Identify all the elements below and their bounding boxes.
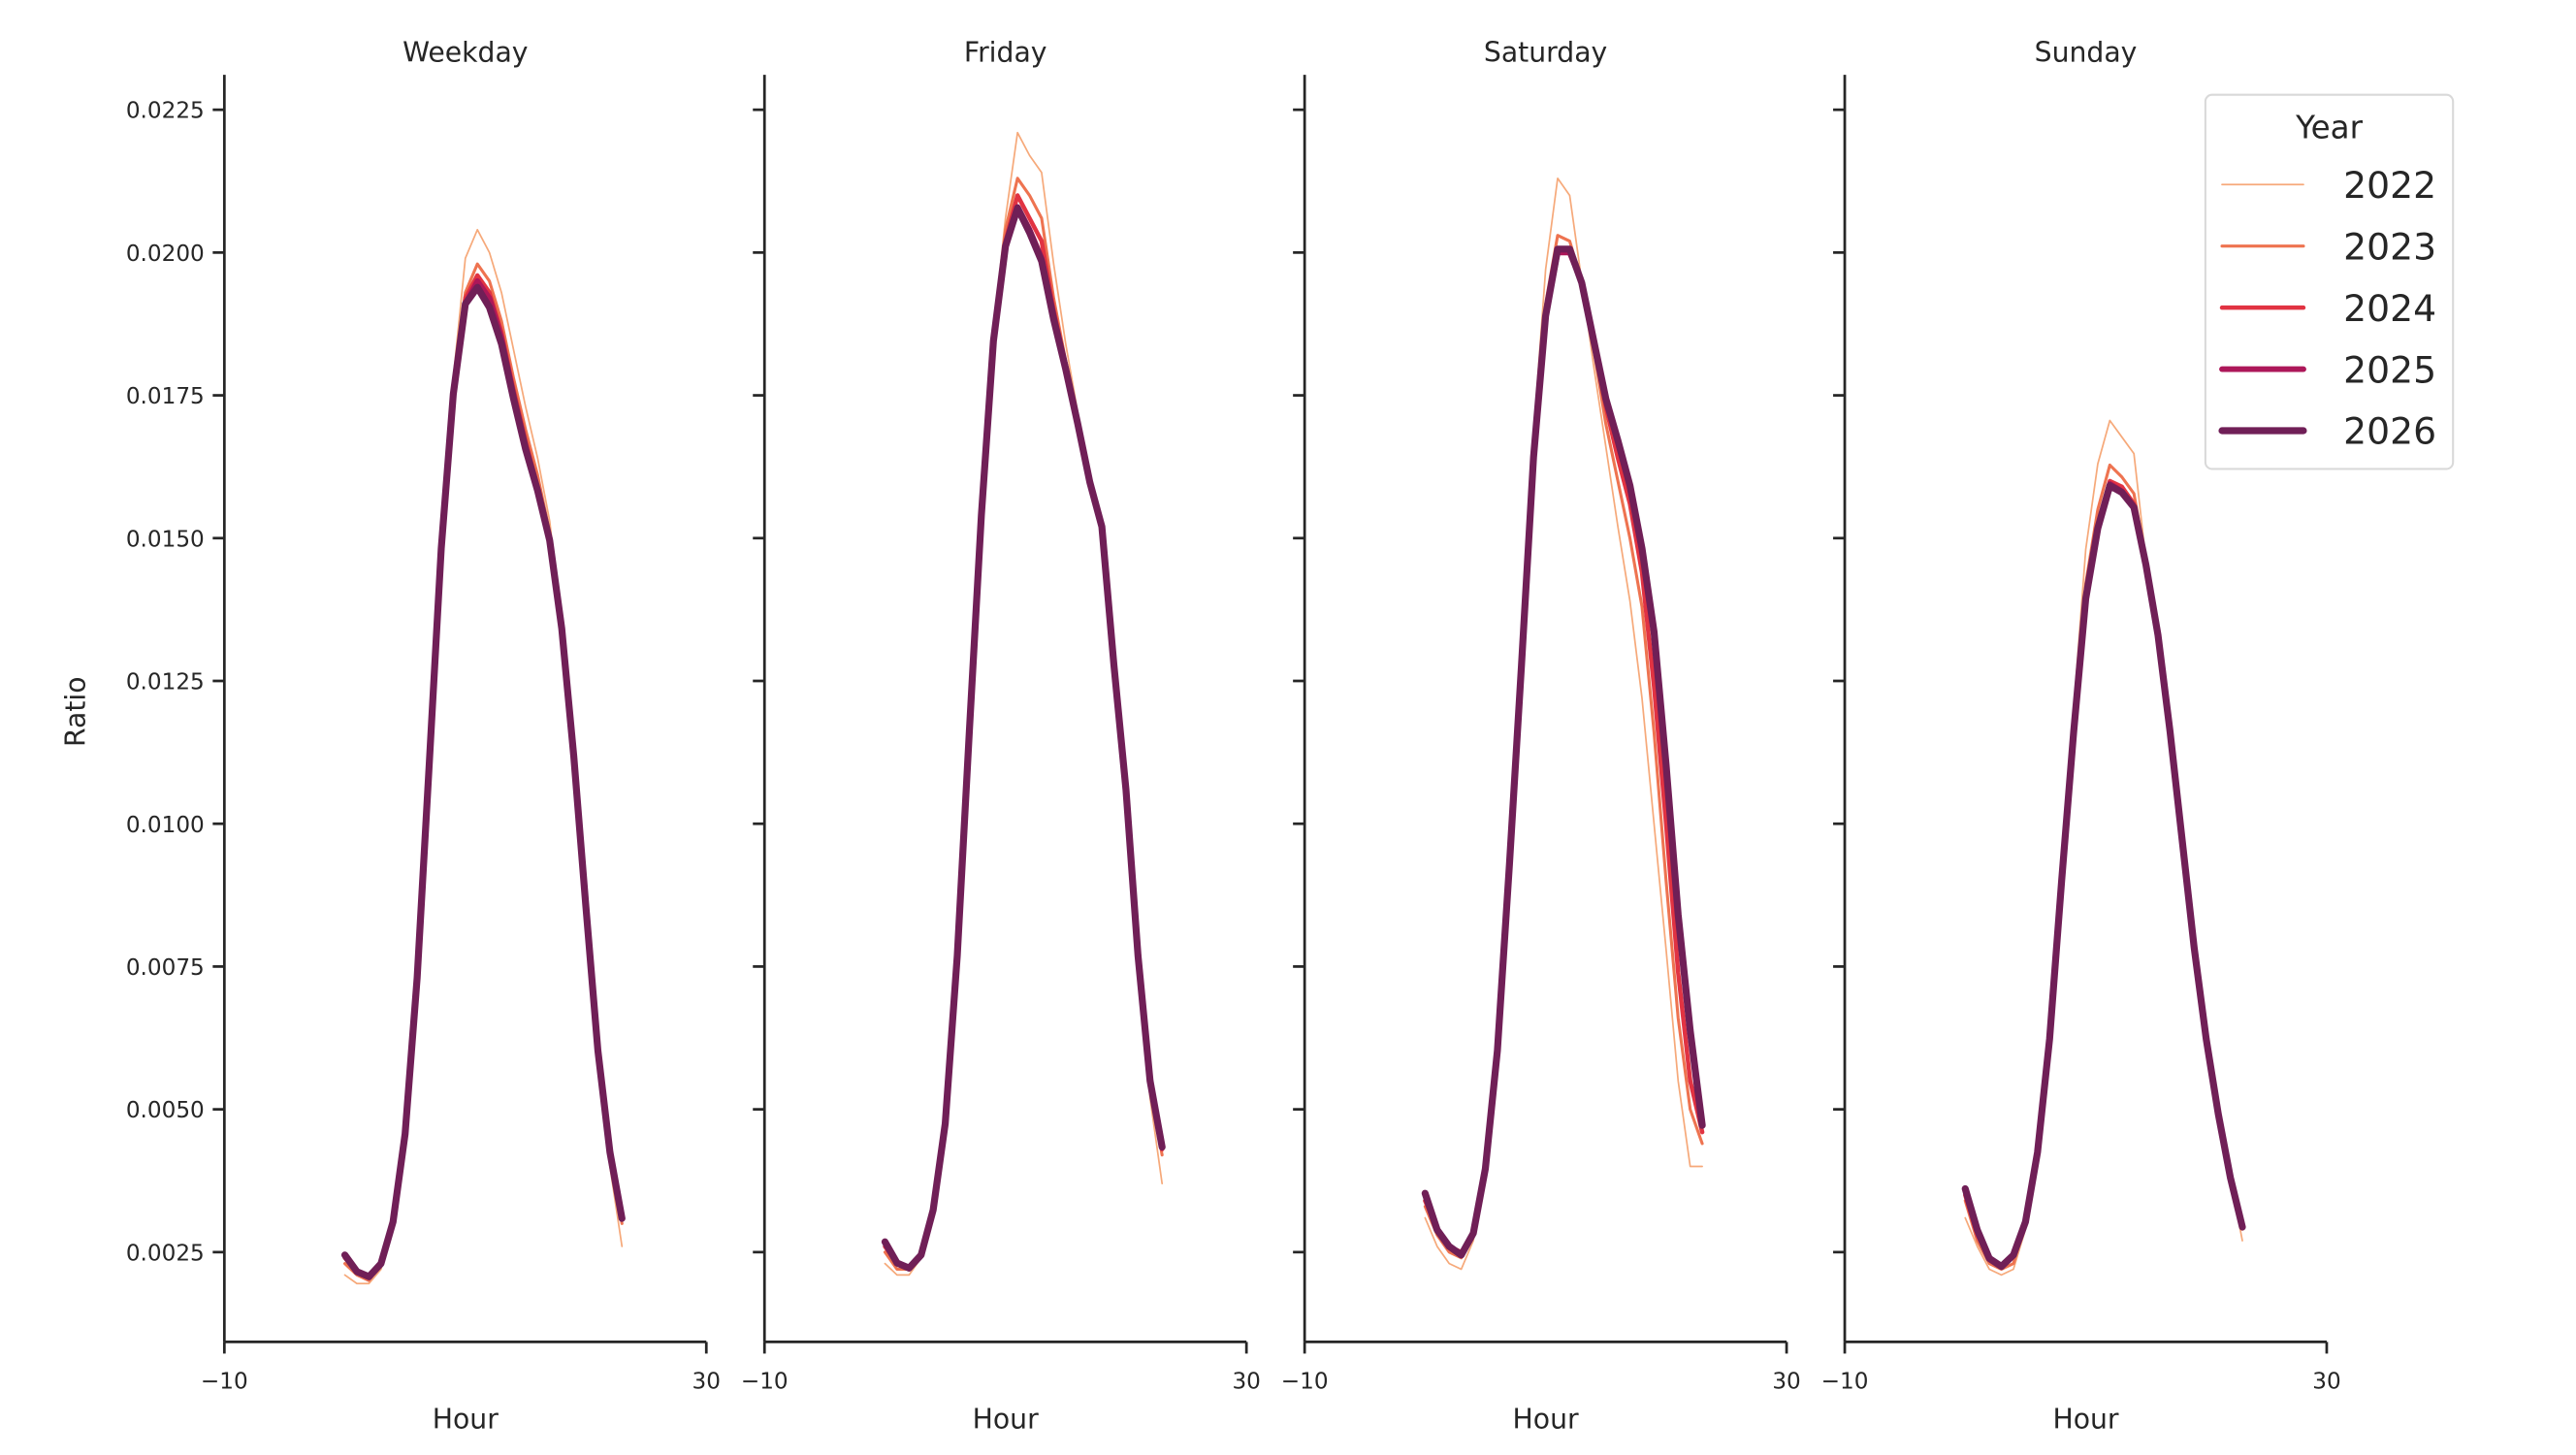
series-line-2023 <box>1963 463 2244 1272</box>
series-line-2024 <box>1423 250 1705 1255</box>
series-line-2025 <box>1962 480 2245 1270</box>
x-tick-label: −10 <box>201 1369 248 1394</box>
legend-label: 2025 <box>2343 348 2436 391</box>
legend-box <box>2204 93 2455 470</box>
panel-title: Weekday <box>402 36 528 68</box>
legend-items: 2022 2023 2024 2025 2026 <box>2218 164 2436 453</box>
chart-panels: Weekday 0.0025 0.0050 0.0075 0.0100 0.0125 0.0… <box>126 36 2341 1435</box>
series-line-2022 <box>1964 419 2243 1277</box>
x-tick-label: 30 <box>2312 1369 2340 1394</box>
panel-saturday: Saturday −10 30 Hour <box>1281 36 1801 1435</box>
panel-title: Sunday <box>2035 36 2138 68</box>
panel-weekday: Weekday 0.0025 0.0050 0.0075 0.0100 0.0125 0.0… <box>126 36 721 1435</box>
legend-item-2023: 2023 <box>2220 225 2436 268</box>
x-axis-title: Hour <box>433 1404 499 1436</box>
y-tick-label: 0.0150 <box>126 527 205 552</box>
legend-label: 2026 <box>2343 410 2436 453</box>
series-line-2022 <box>343 228 624 1285</box>
x-tick-label: 30 <box>1232 1369 1260 1394</box>
x-axis-title: Hour <box>973 1404 1039 1436</box>
y-tick-label: 0.0075 <box>126 955 205 981</box>
legend-item-2025: 2025 <box>2219 348 2436 391</box>
y-tick-label: 0.0100 <box>126 813 205 838</box>
x-tick-label: 30 <box>692 1369 721 1394</box>
panel-sunday: Sunday −10 30 Hour <box>1821 36 2341 1435</box>
legend-item-2022: 2022 <box>2221 164 2436 207</box>
series-line-2023 <box>343 262 624 1282</box>
series-line-2026 <box>1421 245 1706 1259</box>
x-axis-title: Hour <box>2052 1404 2118 1436</box>
panel-friday: Friday −10 30 Hour <box>741 36 1261 1435</box>
legend-item-2024: 2024 <box>2219 287 2436 330</box>
series-line-2024 <box>1963 478 2245 1269</box>
series-line-2024 <box>342 273 625 1280</box>
series-line-2025 <box>341 277 626 1280</box>
series-line-2026 <box>1961 482 2246 1271</box>
x-tick-label: 30 <box>1772 1369 1800 1394</box>
legend-label: 2024 <box>2343 287 2436 330</box>
legend-item-2026: 2026 <box>2218 410 2436 453</box>
series-line-2026 <box>340 283 626 1280</box>
y-tick-label: 0.0050 <box>126 1098 205 1123</box>
series-line-2022 <box>1424 177 1703 1271</box>
legend: Year 2022 2023 2024 2025 2026 <box>2204 93 2455 470</box>
legend-label: 2022 <box>2343 164 2436 207</box>
y-tick-label: 0.0200 <box>126 242 205 267</box>
x-tick-label: −10 <box>1281 1369 1329 1394</box>
y-tick-label: 0.0175 <box>126 384 205 409</box>
series-line-2026 <box>881 204 1166 1272</box>
x-tick-label: −10 <box>741 1369 789 1394</box>
x-axis-title: Hour <box>1513 1404 1579 1436</box>
legend-title: Year <box>2295 109 2364 146</box>
y-tick-label: 0.0025 <box>126 1241 205 1266</box>
legend-label: 2023 <box>2343 225 2436 268</box>
panel-title: Friday <box>964 36 1047 68</box>
x-tick-label: −10 <box>1821 1369 1869 1394</box>
y-tick-label: 0.0125 <box>126 670 205 695</box>
y-tick-label: 0.0225 <box>126 99 205 124</box>
y-axis-title: Ratio <box>59 676 91 747</box>
panel-title: Saturday <box>1484 36 1607 68</box>
